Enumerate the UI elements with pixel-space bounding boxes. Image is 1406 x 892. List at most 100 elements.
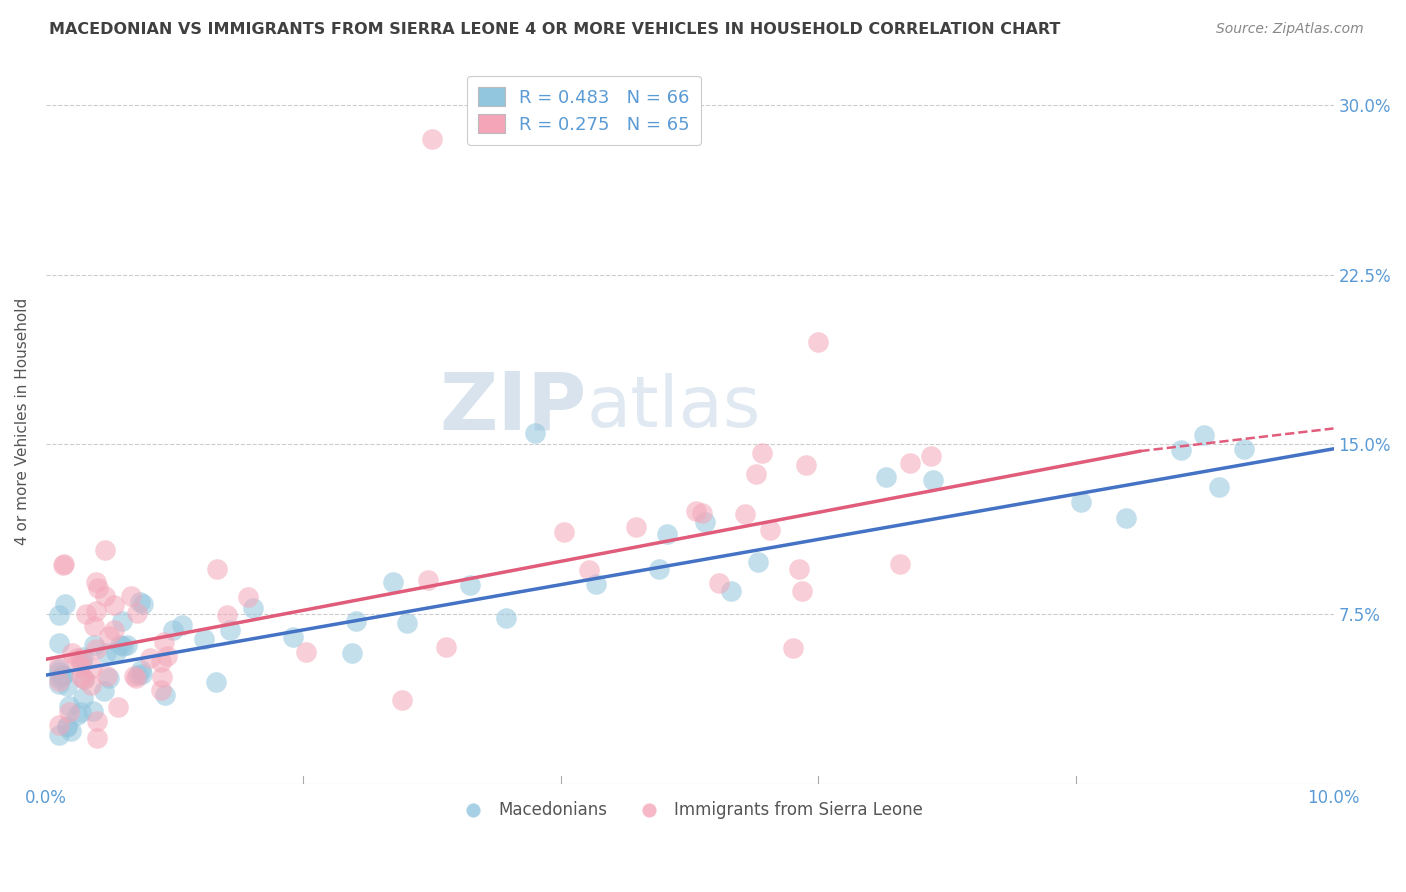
Point (217, 607, 239, 622)
Point (170, 617, 193, 632)
Point (205, 675, 228, 690)
Point (117, 638, 139, 652)
Point (1115, 511, 1137, 525)
Point (53, 598, 76, 612)
Point (97, 628, 120, 642)
Point (73, 673, 96, 687)
Point (295, 645, 318, 659)
Point (73, 672, 96, 686)
Point (48, 673, 70, 688)
Point (782, 640, 804, 655)
Point (55, 718, 77, 732)
Point (48, 677, 70, 691)
Point (125, 671, 148, 685)
Point (648, 562, 671, 576)
Point (720, 583, 742, 598)
Point (734, 507, 756, 521)
Point (48, 671, 70, 685)
Point (93, 684, 115, 698)
Point (578, 563, 600, 577)
Point (69, 660, 91, 674)
Point (152, 635, 174, 649)
Point (48, 718, 70, 732)
Point (82, 704, 104, 718)
Point (66, 708, 89, 723)
Point (162, 623, 184, 637)
Point (792, 584, 814, 599)
Point (52, 668, 75, 682)
Point (236, 590, 259, 604)
Point (86, 714, 108, 728)
Legend: Macedonians, Immigrants from Sierra Leone: Macedonians, Immigrants from Sierra Leon… (450, 795, 929, 826)
Point (58, 698, 80, 713)
Point (56, 679, 79, 693)
Point (553, 524, 575, 539)
Point (58, 705, 80, 719)
Point (48, 728, 70, 742)
Point (193, 632, 215, 646)
Point (585, 577, 607, 591)
Point (59, 724, 82, 739)
Text: Source: ZipAtlas.com: Source: ZipAtlas.com (1216, 22, 1364, 37)
Point (920, 449, 942, 463)
Point (751, 445, 773, 459)
Point (84, 642, 107, 657)
Point (70, 670, 93, 684)
Point (626, 520, 648, 534)
Point (1170, 443, 1192, 458)
Point (87, 581, 110, 595)
Point (48, 658, 70, 673)
Point (707, 576, 730, 591)
Point (524, 425, 547, 440)
Point (391, 692, 413, 706)
Point (889, 558, 911, 572)
Point (153, 688, 176, 702)
Point (94, 647, 117, 661)
Point (51, 668, 73, 682)
Point (56, 720, 79, 734)
Point (69, 652, 91, 666)
Point (690, 506, 713, 520)
Point (759, 523, 782, 537)
Point (685, 503, 707, 517)
Point (60, 646, 83, 660)
Point (205, 562, 228, 576)
Point (747, 555, 769, 569)
Point (342, 646, 364, 660)
Point (105, 645, 128, 659)
Point (70, 706, 93, 720)
Point (70, 655, 93, 669)
Point (875, 470, 897, 484)
Point (129, 663, 152, 677)
Point (434, 640, 457, 654)
Point (103, 624, 125, 638)
Point (745, 467, 768, 481)
Point (796, 458, 818, 473)
Point (693, 515, 716, 529)
Point (420, 132, 443, 146)
Point (94, 543, 117, 558)
Point (52, 668, 75, 682)
Point (48, 607, 70, 622)
Point (97, 671, 120, 685)
Point (1233, 442, 1256, 456)
Y-axis label: 4 or more Vehicles in Household: 4 or more Vehicles in Household (15, 298, 30, 545)
Point (139, 651, 162, 665)
Point (395, 615, 418, 630)
Point (898, 456, 921, 470)
Point (132, 597, 155, 611)
Point (416, 573, 439, 587)
Text: ZIP: ZIP (440, 368, 586, 446)
Point (94, 589, 117, 603)
Point (52, 558, 75, 573)
Point (458, 578, 481, 592)
Point (75, 607, 97, 621)
Point (48, 662, 70, 676)
Point (1208, 481, 1230, 495)
Point (657, 526, 679, 541)
Point (83, 619, 105, 633)
Point (72, 691, 94, 706)
Point (84, 574, 107, 589)
Point (83, 638, 105, 652)
Point (127, 667, 149, 681)
